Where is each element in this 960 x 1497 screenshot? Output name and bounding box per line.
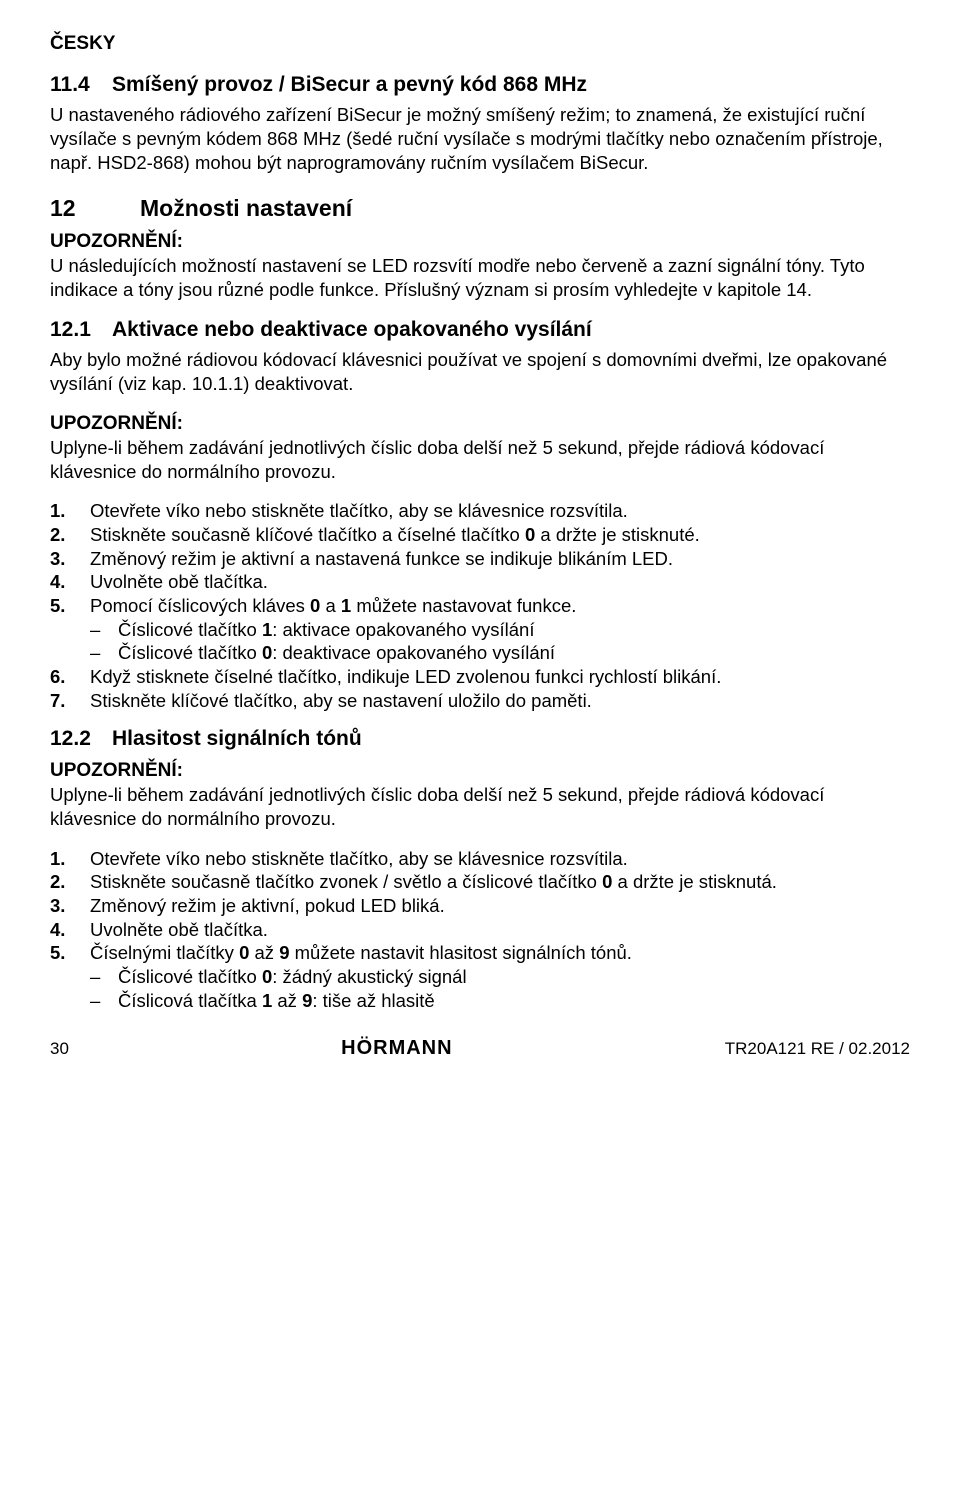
list-item: Číslicová tlačítka 1 až 9: tiše až hlasi… xyxy=(90,989,910,1013)
steps-12-1: Otevřete víko nebo stiskněte tlačítko, a… xyxy=(50,499,910,712)
list-item: Otevřete víko nebo stiskněte tlačítko, a… xyxy=(50,499,910,523)
notice-body: Uplyne-li během zadávání jednotlivých čí… xyxy=(50,783,910,830)
heading-title: Možnosti nastavení xyxy=(140,194,352,223)
list-item: Pomocí číslicových kláves 0 a 1 můžete n… xyxy=(50,594,910,665)
heading-title: Hlasitost signálních tónů xyxy=(112,726,362,753)
list-item: Číslicové tlačítko 0: deaktivace opakova… xyxy=(90,641,910,665)
list-item: Číslicové tlačítko 0: žádný akustický si… xyxy=(90,965,910,989)
heading-num: 12.1 xyxy=(50,317,112,344)
list-item: Stiskněte klíčové tlačítko, aby se nasta… xyxy=(50,689,910,713)
heading-12: 12 Možnosti nastavení xyxy=(50,194,910,223)
list-item: Otevřete víko nebo stiskněte tlačítko, a… xyxy=(50,847,910,871)
doc-code: TR20A121 RE / 02.2012 xyxy=(725,1038,910,1060)
brand-logo: HÖRMANN xyxy=(341,1036,452,1062)
heading-num: 11.4 xyxy=(50,72,112,99)
paragraph-12-1-intro: Aby bylo možné rádiovou kódovací klávesn… xyxy=(50,348,910,395)
list-item: Uvolněte obě tlačítka. xyxy=(50,570,910,594)
list-item: Číslicové tlačítko 1: aktivace opakované… xyxy=(90,618,910,642)
notice-body: U následujících možností nastavení se LE… xyxy=(50,254,910,301)
list-item: Stiskněte současně tlačítko zvonek / svě… xyxy=(50,870,910,894)
heading-num: 12.2 xyxy=(50,726,112,753)
list-item: Když stisknete číselné tlačítko, indikuj… xyxy=(50,665,910,689)
steps-12-2: Otevřete víko nebo stiskněte tlačítko, a… xyxy=(50,847,910,1013)
heading-title: Aktivace nebo deaktivace opakovaného vys… xyxy=(112,317,592,344)
list-item: Číselnými tlačítky 0 až 9 můžete nastavi… xyxy=(50,941,910,1012)
notice-body: Uplyne-li během zadávání jednotlivých čí… xyxy=(50,436,910,483)
heading-title: Smíšený provoz / BiSecur a pevný kód 868… xyxy=(112,72,587,99)
page-footer: 30 HÖRMANN TR20A121 RE / 02.2012 xyxy=(50,1036,910,1062)
language-label: ČESKY xyxy=(50,32,910,56)
notice-label: UPOZORNĚNÍ: xyxy=(50,412,910,436)
notice-label: UPOZORNĚNÍ: xyxy=(50,230,910,254)
list-item: Uvolněte obě tlačítka. xyxy=(50,918,910,942)
list-item: Změnový režim je aktivní, pokud LED blik… xyxy=(50,894,910,918)
list-item: Stiskněte současně klíčové tlačítko a čí… xyxy=(50,523,910,547)
heading-12-1: 12.1 Aktivace nebo deaktivace opakovanéh… xyxy=(50,317,910,344)
paragraph-11-4: U nastaveného rádiového zařízení BiSecur… xyxy=(50,103,910,174)
heading-11-4: 11.4 Smíšený provoz / BiSecur a pevný kó… xyxy=(50,72,910,99)
list-item: Změnový režim je aktivní a nastavená fun… xyxy=(50,547,910,571)
page-number: 30 xyxy=(50,1038,69,1060)
heading-12-2: 12.2 Hlasitost signálních tónů xyxy=(50,726,910,753)
sublist: Číslicové tlačítko 0: žádný akustický si… xyxy=(90,965,910,1012)
sublist: Číslicové tlačítko 1: aktivace opakované… xyxy=(90,618,910,665)
notice-label: UPOZORNĚNÍ: xyxy=(50,759,910,783)
heading-num: 12 xyxy=(50,194,140,223)
